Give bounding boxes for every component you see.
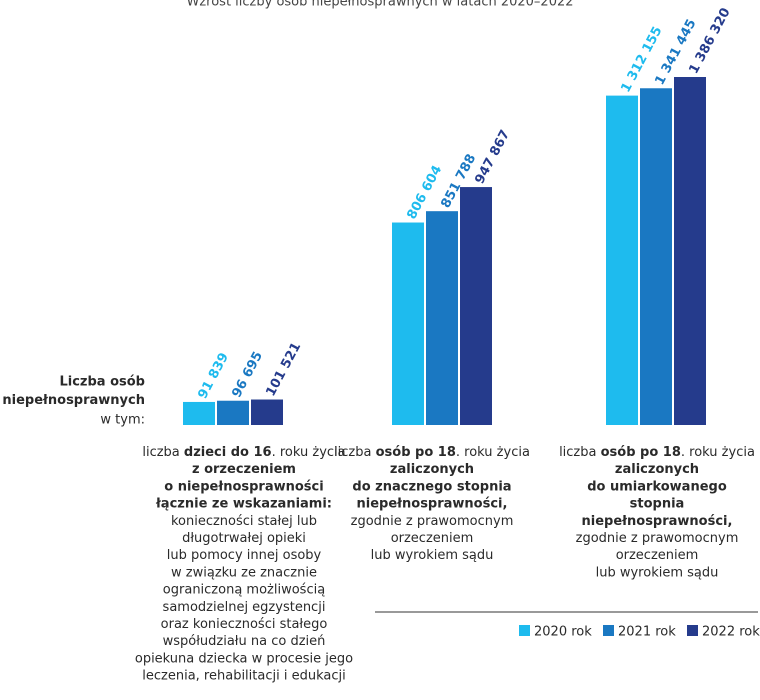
category-label-part: konieczności stałej lub xyxy=(171,513,317,528)
value-label: 947 867 xyxy=(472,128,513,187)
bar xyxy=(674,77,706,425)
legend-swatch xyxy=(603,625,614,636)
bar xyxy=(640,88,672,426)
category-label: zaliczonych xyxy=(615,462,699,477)
category-label-part: zaliczonych xyxy=(615,462,699,477)
category-label: łącznie ze wskazaniami: xyxy=(155,496,332,511)
category-label: leczenia, rehabilitacji i edukacji xyxy=(142,668,345,683)
legend-label: 2022 rok xyxy=(702,625,760,640)
category-label-part: osób po 18 xyxy=(601,445,681,460)
category-label: lub pomocy innej osoby xyxy=(167,548,322,563)
category-label-part: liczba xyxy=(334,445,376,460)
category-label-part: stopnia xyxy=(630,496,685,511)
category-label-part: ograniczoną możliwością xyxy=(163,582,325,597)
category-label-part: współudziału na co dzień xyxy=(163,634,326,649)
category-label: niepełnosprawności, xyxy=(582,513,733,528)
value-label: 101 521 xyxy=(263,340,304,399)
bar xyxy=(426,211,458,425)
category-label: opiekuna dziecka w procesie jego xyxy=(135,651,353,666)
category-label-part: . roku życia xyxy=(681,445,755,460)
category-label: liczba dzieci do 16. roku życia xyxy=(142,445,345,460)
category-label-part: oraz konieczności stałego xyxy=(161,617,328,632)
category-label-part: z orzeczeniem xyxy=(192,462,296,477)
category-label: do umiarkowanego xyxy=(587,479,727,494)
bar xyxy=(217,400,249,425)
category-label-part: liczba xyxy=(142,445,184,460)
category-label-part: niepełnosprawności, xyxy=(357,496,508,511)
category-label-part: lub pomocy innej osoby xyxy=(167,548,322,563)
category-label: liczba osób po 18. roku życia xyxy=(559,445,755,460)
category-label-part: niepełnosprawności, xyxy=(582,513,733,528)
category-label: zgodnie z prawomocnym xyxy=(576,531,739,546)
category-label-part: do umiarkowanego xyxy=(587,479,727,494)
category-label-part: dzieci do 16 xyxy=(184,445,272,460)
category-label: stopnia xyxy=(630,496,685,511)
category-label: w związku ze znacznie xyxy=(171,565,317,580)
category-label-part: do znacznego stopnia xyxy=(352,479,511,494)
category-label-part: długotrwałej opieki xyxy=(182,531,306,546)
value-label: 91 839 xyxy=(195,350,232,401)
legend-swatch xyxy=(687,625,698,636)
bar xyxy=(183,401,215,425)
category-label-part: lub wyrokiem sądu xyxy=(596,565,719,580)
bar xyxy=(460,187,492,425)
category-label-part: liczba xyxy=(559,445,601,460)
category-label-part: łącznie ze wskazaniami: xyxy=(155,496,332,511)
category-label: o niepełnosprawności xyxy=(164,479,323,494)
legend-swatch xyxy=(519,625,530,636)
category-label-part: samodzielnej egzystencji xyxy=(163,599,326,614)
category-label-part: osób po 18 xyxy=(376,445,456,460)
category-label: z orzeczeniem xyxy=(192,462,296,477)
category-label-part: leczenia, rehabilitacji i edukacji xyxy=(142,668,345,683)
category-label-part: orzeczeniem xyxy=(391,531,474,546)
category-label: zaliczonych xyxy=(390,462,474,477)
category-label: liczba osób po 18. roku życia xyxy=(334,445,530,460)
category-label: do znacznego stopnia xyxy=(352,479,511,494)
bar xyxy=(606,95,638,425)
y-label-sub: w tym: xyxy=(100,413,145,428)
category-label: samodzielnej egzystencji xyxy=(163,599,326,614)
category-label: orzeczeniem xyxy=(616,548,699,563)
category-label-part: orzeczeniem xyxy=(616,548,699,563)
category-label-part: zgodnie z prawomocnym xyxy=(576,531,739,546)
category-label: konieczności stałej lub xyxy=(171,513,317,528)
category-label-part: . roku życia xyxy=(456,445,530,460)
bar xyxy=(392,222,424,425)
bar xyxy=(251,399,283,425)
category-label: zgodnie z prawomocnym xyxy=(351,513,514,528)
legend-label: 2020 rok xyxy=(534,625,592,640)
category-label: lub wyrokiem sądu xyxy=(596,565,719,580)
category-label: orzeczeniem xyxy=(391,531,474,546)
category-label-part: zgodnie z prawomocnym xyxy=(351,513,514,528)
category-label-part: w związku ze znacznie xyxy=(171,565,317,580)
legend-label: 2021 rok xyxy=(618,625,676,640)
category-label-part: . roku życia xyxy=(272,445,346,460)
category-label: niepełnosprawności, xyxy=(357,496,508,511)
category-label: oraz konieczności stałego xyxy=(161,617,328,632)
category-label: ograniczoną możliwością xyxy=(163,582,325,597)
category-label-part: opiekuna dziecka w procesie jego xyxy=(135,651,353,666)
category-label: długotrwałej opieki xyxy=(182,531,306,546)
category-label-part: o niepełnosprawności xyxy=(164,479,323,494)
chart-title: Wzrost liczby osób niepełnosprawnych w l… xyxy=(186,0,573,10)
value-label: 96 695 xyxy=(229,349,266,400)
category-label: współudziału na co dzień xyxy=(163,634,326,649)
value-label: 1 386 320 xyxy=(686,6,733,77)
category-label: lub wyrokiem sądu xyxy=(371,548,494,563)
category-label-part: lub wyrokiem sądu xyxy=(371,548,494,563)
category-label-part: zaliczonych xyxy=(390,462,474,477)
y-label: Liczba osób niepełnosprawnych xyxy=(2,375,145,408)
